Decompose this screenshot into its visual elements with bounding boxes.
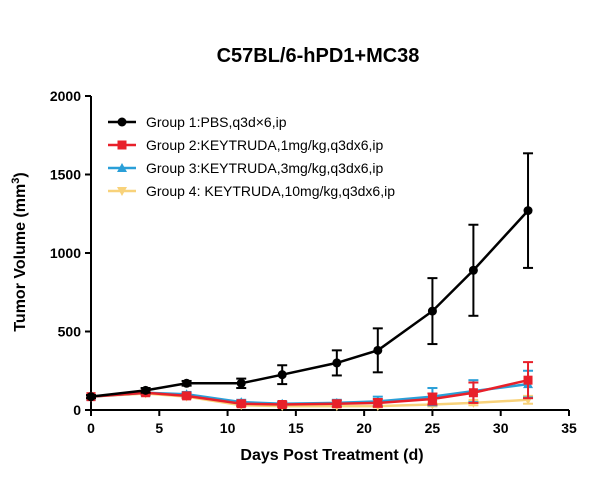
legend-label: Group 2:KEYTRUDA,1mg/kg,q3dx6,ip xyxy=(146,137,384,153)
series-line xyxy=(90,209,529,398)
data-point xyxy=(523,206,533,216)
axes: 0 500 1000 1500 2000 0 5 10 15 20 25 30 35 xyxy=(50,88,577,436)
data-point xyxy=(468,265,478,275)
legend-marker xyxy=(117,163,127,172)
y-tick-label: 500 xyxy=(58,324,82,340)
y-axis-label-close: ) xyxy=(12,172,29,177)
data-point xyxy=(427,394,437,404)
data-point xyxy=(468,388,478,398)
data-point xyxy=(332,399,342,409)
data-point xyxy=(277,370,287,380)
legend-label: Group 4: KEYTRUDA,10mg/kg,q3dx6,ip xyxy=(146,183,395,199)
data-point xyxy=(86,392,96,402)
series-layer xyxy=(86,152,534,412)
data-point xyxy=(277,400,287,410)
series-1 xyxy=(86,152,534,402)
x-tick-label: 25 xyxy=(425,420,441,436)
data-point xyxy=(373,398,383,408)
y-tick-label: 1500 xyxy=(50,167,81,183)
legend-label: Group 3:KEYTRUDA,3mg/kg,q3dx6,ip xyxy=(146,160,384,176)
legend: Group 1:PBS,q3d×6,ip Group 2:KEYTRUDA,1mg… xyxy=(108,114,395,199)
legend-label: Group 1:PBS,q3d×6,ip xyxy=(146,114,287,130)
y-tick-label: 1000 xyxy=(50,245,81,261)
legend-marker xyxy=(117,187,127,196)
x-tick-label: 10 xyxy=(220,420,236,436)
x-tick-label: 5 xyxy=(155,420,163,436)
legend-marker xyxy=(117,140,127,150)
x-axis-label: Days Post Treatment (d) xyxy=(240,447,423,464)
y-axis-label-main: Tumor Volume (mm xyxy=(12,184,29,332)
y-axis-label-superscript: 3 xyxy=(10,178,22,184)
data-point xyxy=(236,399,246,409)
data-point xyxy=(427,306,437,316)
x-tick-label: 35 xyxy=(561,420,577,436)
x-tick-label: 30 xyxy=(493,420,509,436)
data-point xyxy=(332,358,342,368)
x-tick-label: 20 xyxy=(356,420,372,436)
data-point xyxy=(236,378,246,388)
data-point xyxy=(141,385,151,395)
series-line xyxy=(90,378,529,406)
data-point xyxy=(373,345,383,355)
legend-item: Group 3:KEYTRUDA,3mg/kg,q3dx6,ip xyxy=(108,160,384,176)
legend-item: Group 4: KEYTRUDA,10mg/kg,q3dx6,ip xyxy=(108,183,395,199)
legend-item: Group 2:KEYTRUDA,1mg/kg,q3dx6,ip xyxy=(108,137,384,153)
y-axis-label: Tumor Volume (mm3) xyxy=(10,172,29,331)
data-point xyxy=(523,375,533,385)
legend-marker xyxy=(117,117,127,127)
x-tick-label: 15 xyxy=(288,420,304,436)
y-tick-label: 0 xyxy=(73,402,81,418)
x-tick-label: 0 xyxy=(87,420,95,436)
chart-title: C57BL/6-hPD1+MC38 xyxy=(217,45,420,67)
y-tick-label: 2000 xyxy=(50,88,81,104)
data-point xyxy=(182,378,192,388)
data-point xyxy=(182,391,192,401)
legend-item: Group 1:PBS,q3d×6,ip xyxy=(108,114,287,130)
